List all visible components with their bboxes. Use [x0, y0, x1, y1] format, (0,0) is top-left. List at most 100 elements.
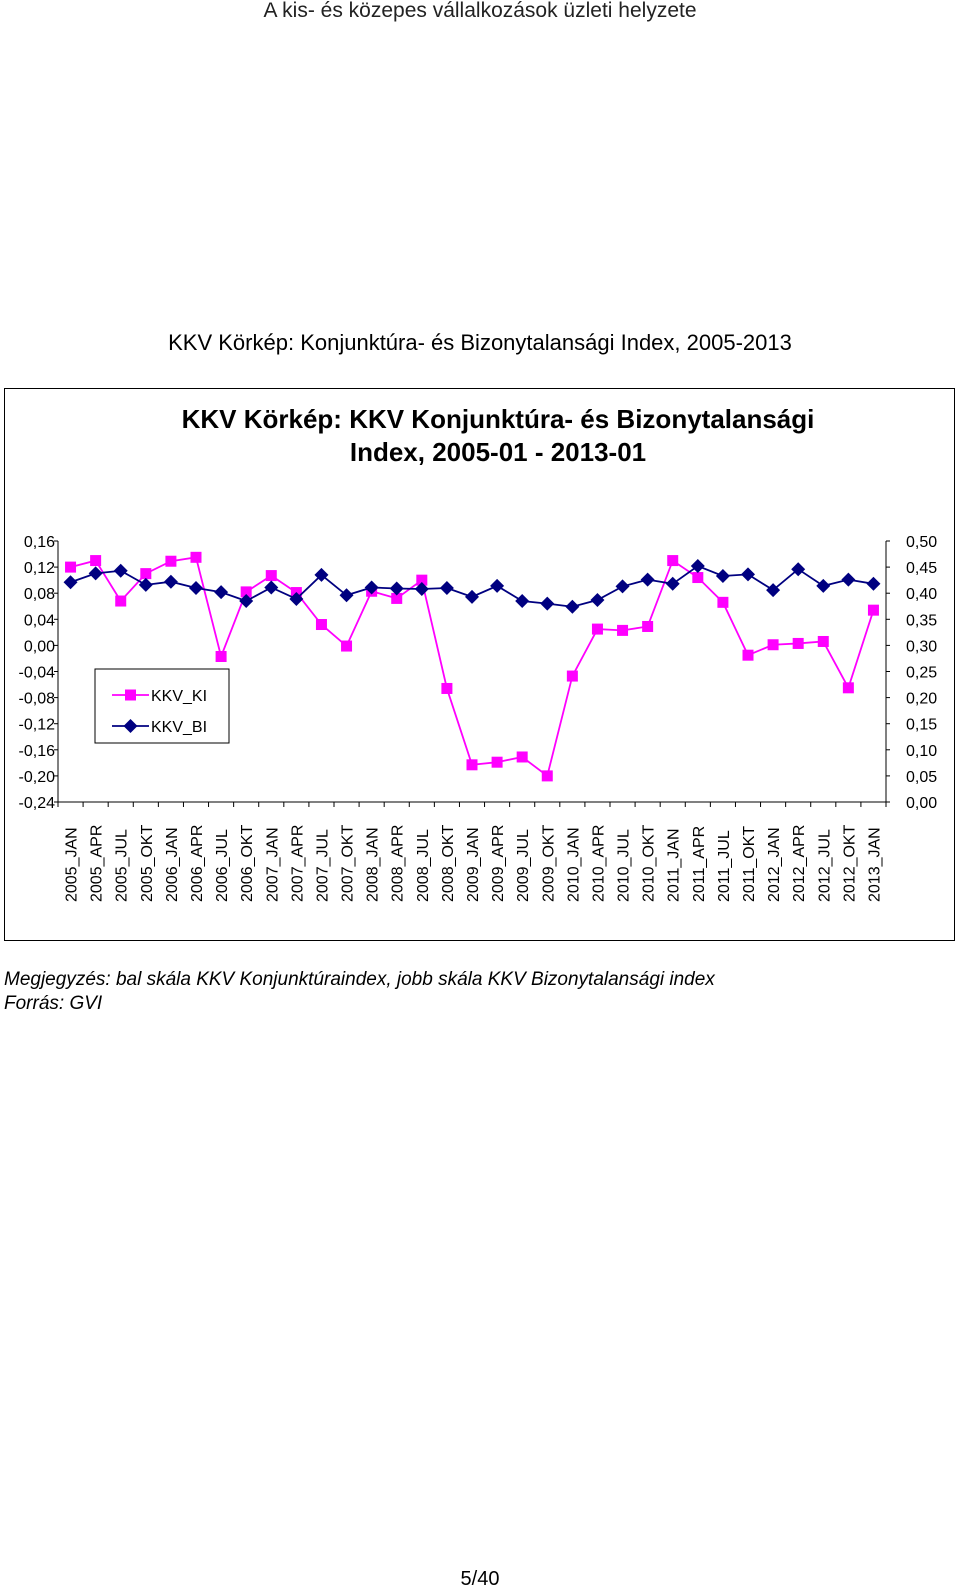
point-kkv_ki [642, 620, 654, 632]
point-kkv_bi [239, 594, 254, 609]
point-kkv_bi [615, 579, 630, 594]
legend-box [94, 668, 230, 744]
point-kkv_bi [465, 589, 479, 604]
point-kkv_bi [640, 572, 655, 587]
x-tick-label: 2009_JUL [515, 829, 532, 902]
x-tick-label: 2010_APR [590, 825, 607, 902]
point-kkv_ki [140, 568, 152, 580]
point-kkv_ki [667, 555, 679, 567]
x-tick-label: 2010_JAN [565, 827, 582, 902]
point-kkv_bi [540, 596, 555, 611]
point-kkv_bi [690, 559, 705, 574]
point-kkv_bi [741, 567, 755, 582]
x-tick-label: 2009_OKT [540, 824, 557, 902]
point-kkv_bi [364, 580, 379, 595]
right-tick-label: 0,35 [906, 612, 937, 629]
point-kkv_bi [816, 578, 831, 593]
right-tick-label: 0,50 [906, 534, 937, 551]
point-kkv_bi [339, 588, 354, 603]
x-tick-label: 2011_APR [691, 826, 708, 902]
point-kkv_ki [742, 649, 754, 661]
x-tick-label: 2006_OKT [239, 824, 256, 902]
source-note: Forrás: GVI [4, 993, 103, 1014]
x-tick-label: 2009_JAN [465, 827, 482, 902]
x-tick-label: 2009_APR [490, 825, 507, 902]
page-number: 5/40 [460, 1568, 500, 1590]
legend-marker-kkv-bi [123, 719, 138, 733]
point-kkv_ki [215, 650, 227, 662]
left-tick-label: -0,16 [19, 743, 56, 760]
point-kkv_bi [791, 562, 806, 577]
x-tick-label: 2008_OKT [440, 824, 457, 902]
point-kkv_ki [491, 756, 503, 768]
point-kkv_ki [165, 555, 177, 567]
left-tick-label: 0,08 [24, 586, 55, 603]
point-kkv_ki [591, 623, 603, 635]
left-tick-label: -0,12 [19, 717, 56, 734]
x-tick-label: 2012_APR [791, 825, 808, 902]
right-tick-label: 0,20 [906, 691, 937, 708]
right-tick-label: 0,05 [906, 769, 937, 786]
point-kkv_bi [866, 576, 881, 591]
left-tick-label: 0,04 [24, 612, 55, 629]
point-kkv_bi [189, 580, 203, 595]
legend-marker-kkv-ki [125, 689, 136, 701]
chart-frame [4, 388, 955, 941]
point-kkv_ki [566, 670, 578, 682]
chart-title: KKV Körkép: KKV Konjunktúra- és Bizonyta… [0, 403, 960, 469]
right-tick-label: 0,25 [906, 665, 937, 682]
x-tick-label: 2006_JAN [164, 827, 181, 902]
x-tick-label: 2007_OKT [340, 824, 357, 902]
point-kkv_bi [841, 572, 856, 587]
left-tick-label: 0,12 [24, 560, 55, 577]
point-kkv_bi [665, 576, 680, 591]
point-kkv_ki [240, 586, 252, 598]
point-kkv_bi [490, 578, 505, 593]
figure-title: KKV Körkép: Konjunktúra- és Bizonytalans… [168, 330, 792, 355]
right-tick-label: 0,15 [906, 717, 937, 734]
x-tick-label: 2010_OKT [641, 824, 658, 902]
x-tick-label: 2008_JUL [415, 829, 432, 902]
point-kkv_bi [289, 591, 304, 606]
left-tick-label: 0,00 [24, 638, 55, 655]
point-kkv_bi [590, 592, 605, 607]
scale-note: Megjegyzés: bal skála KKV Konjunktúraind… [4, 969, 715, 990]
point-kkv_bi [766, 583, 781, 598]
legend-label-kkv-ki: KKV_KI [151, 688, 207, 705]
point-kkv_ki [767, 639, 779, 651]
point-kkv_ki [792, 637, 804, 649]
right-tick-label: 0,10 [906, 743, 937, 760]
chart-title-line-2: Index, 2005-01 - 2013-01 [349, 437, 647, 467]
point-kkv_bi [88, 566, 103, 581]
point-kkv_ki [391, 592, 403, 604]
point-kkv_ki [541, 770, 553, 782]
left-tick-label: -0,04 [19, 665, 56, 682]
point-kkv_ki [441, 682, 453, 694]
point-kkv_ki [315, 619, 327, 631]
x-tick-label: 2012_JAN [766, 827, 783, 902]
chart-title-line-1: KKV Körkép: KKV Konjunktúra- és Bizonyta… [181, 404, 815, 434]
point-kkv_ki [466, 759, 478, 771]
x-tick-label: 2005_APR [89, 825, 106, 902]
point-kkv_ki [265, 570, 277, 582]
chart-svg: 0,16 0,12 0,08 0,04 0,00 -0,04 -0,08 -0,12 -0,16… [19, 534, 938, 902]
x-tick-label: 2011_JAN [666, 828, 683, 902]
point-kkv_bi [63, 575, 78, 590]
point-kkv_ki [867, 604, 879, 616]
point-kkv_ki [115, 595, 127, 607]
right-tick-label: 0,40 [906, 586, 937, 603]
point-kkv_bi [715, 568, 730, 583]
x-tick-label: 2011_OKT [741, 826, 758, 902]
point-kkv_bi [163, 574, 178, 589]
left-tick-label: -0,20 [19, 769, 56, 786]
x-tick-label: 2005_JUL [114, 829, 131, 902]
point-kkv_ki [817, 635, 829, 647]
x-tick-label: 2006_JUL [214, 829, 231, 902]
point-kkv_ki [416, 574, 428, 586]
x-tick-label: 2005_OKT [139, 824, 156, 902]
x-tick-label: 2008_JAN [365, 827, 382, 902]
left-tick-label: -0,24 [19, 795, 56, 812]
point-kkv_bi [113, 563, 128, 578]
right-tick-label: 0,45 [906, 560, 937, 577]
point-kkv_ki [692, 572, 704, 584]
